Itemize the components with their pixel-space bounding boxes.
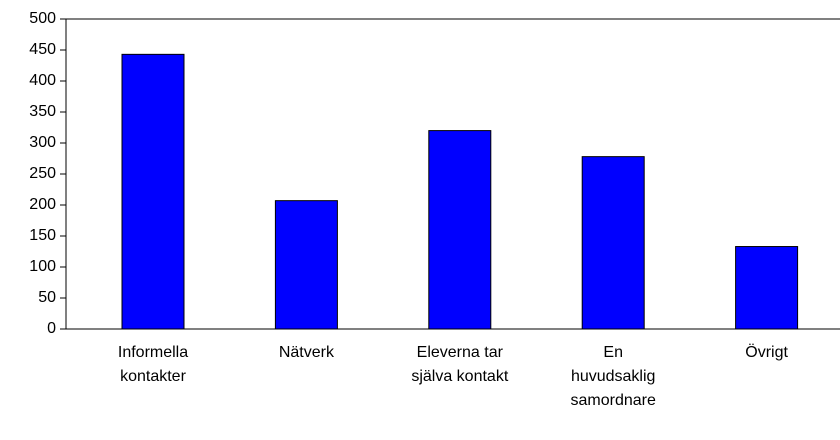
bar bbox=[581, 156, 645, 330]
bar bbox=[428, 130, 492, 330]
y-tick-label: 0 bbox=[47, 320, 56, 337]
y-tick-label: 250 bbox=[29, 165, 56, 182]
y-tick-label: 400 bbox=[29, 72, 56, 89]
y-tick-label: 450 bbox=[29, 41, 56, 58]
y-tick-label: 300 bbox=[29, 134, 56, 151]
bar bbox=[121, 53, 185, 330]
y-tick-label: 150 bbox=[29, 227, 56, 244]
y-tick-label: 350 bbox=[29, 103, 56, 120]
x-tick-label: Informella kontakter bbox=[117, 344, 189, 385]
x-tick-label: Övrigt bbox=[745, 344, 788, 361]
bar bbox=[274, 200, 338, 330]
bar bbox=[735, 246, 799, 330]
x-tick-label: Nätverk bbox=[278, 344, 334, 361]
y-tick-label: 50 bbox=[38, 289, 56, 306]
x-tick-label: Eleverna tar själva kontakt bbox=[411, 344, 509, 385]
x-tick-label: En huvudsaklig samordnare bbox=[570, 344, 656, 409]
y-tick-label: 500 bbox=[29, 10, 56, 27]
y-tick-label: 100 bbox=[29, 258, 56, 275]
y-tick-label: 200 bbox=[29, 196, 56, 213]
